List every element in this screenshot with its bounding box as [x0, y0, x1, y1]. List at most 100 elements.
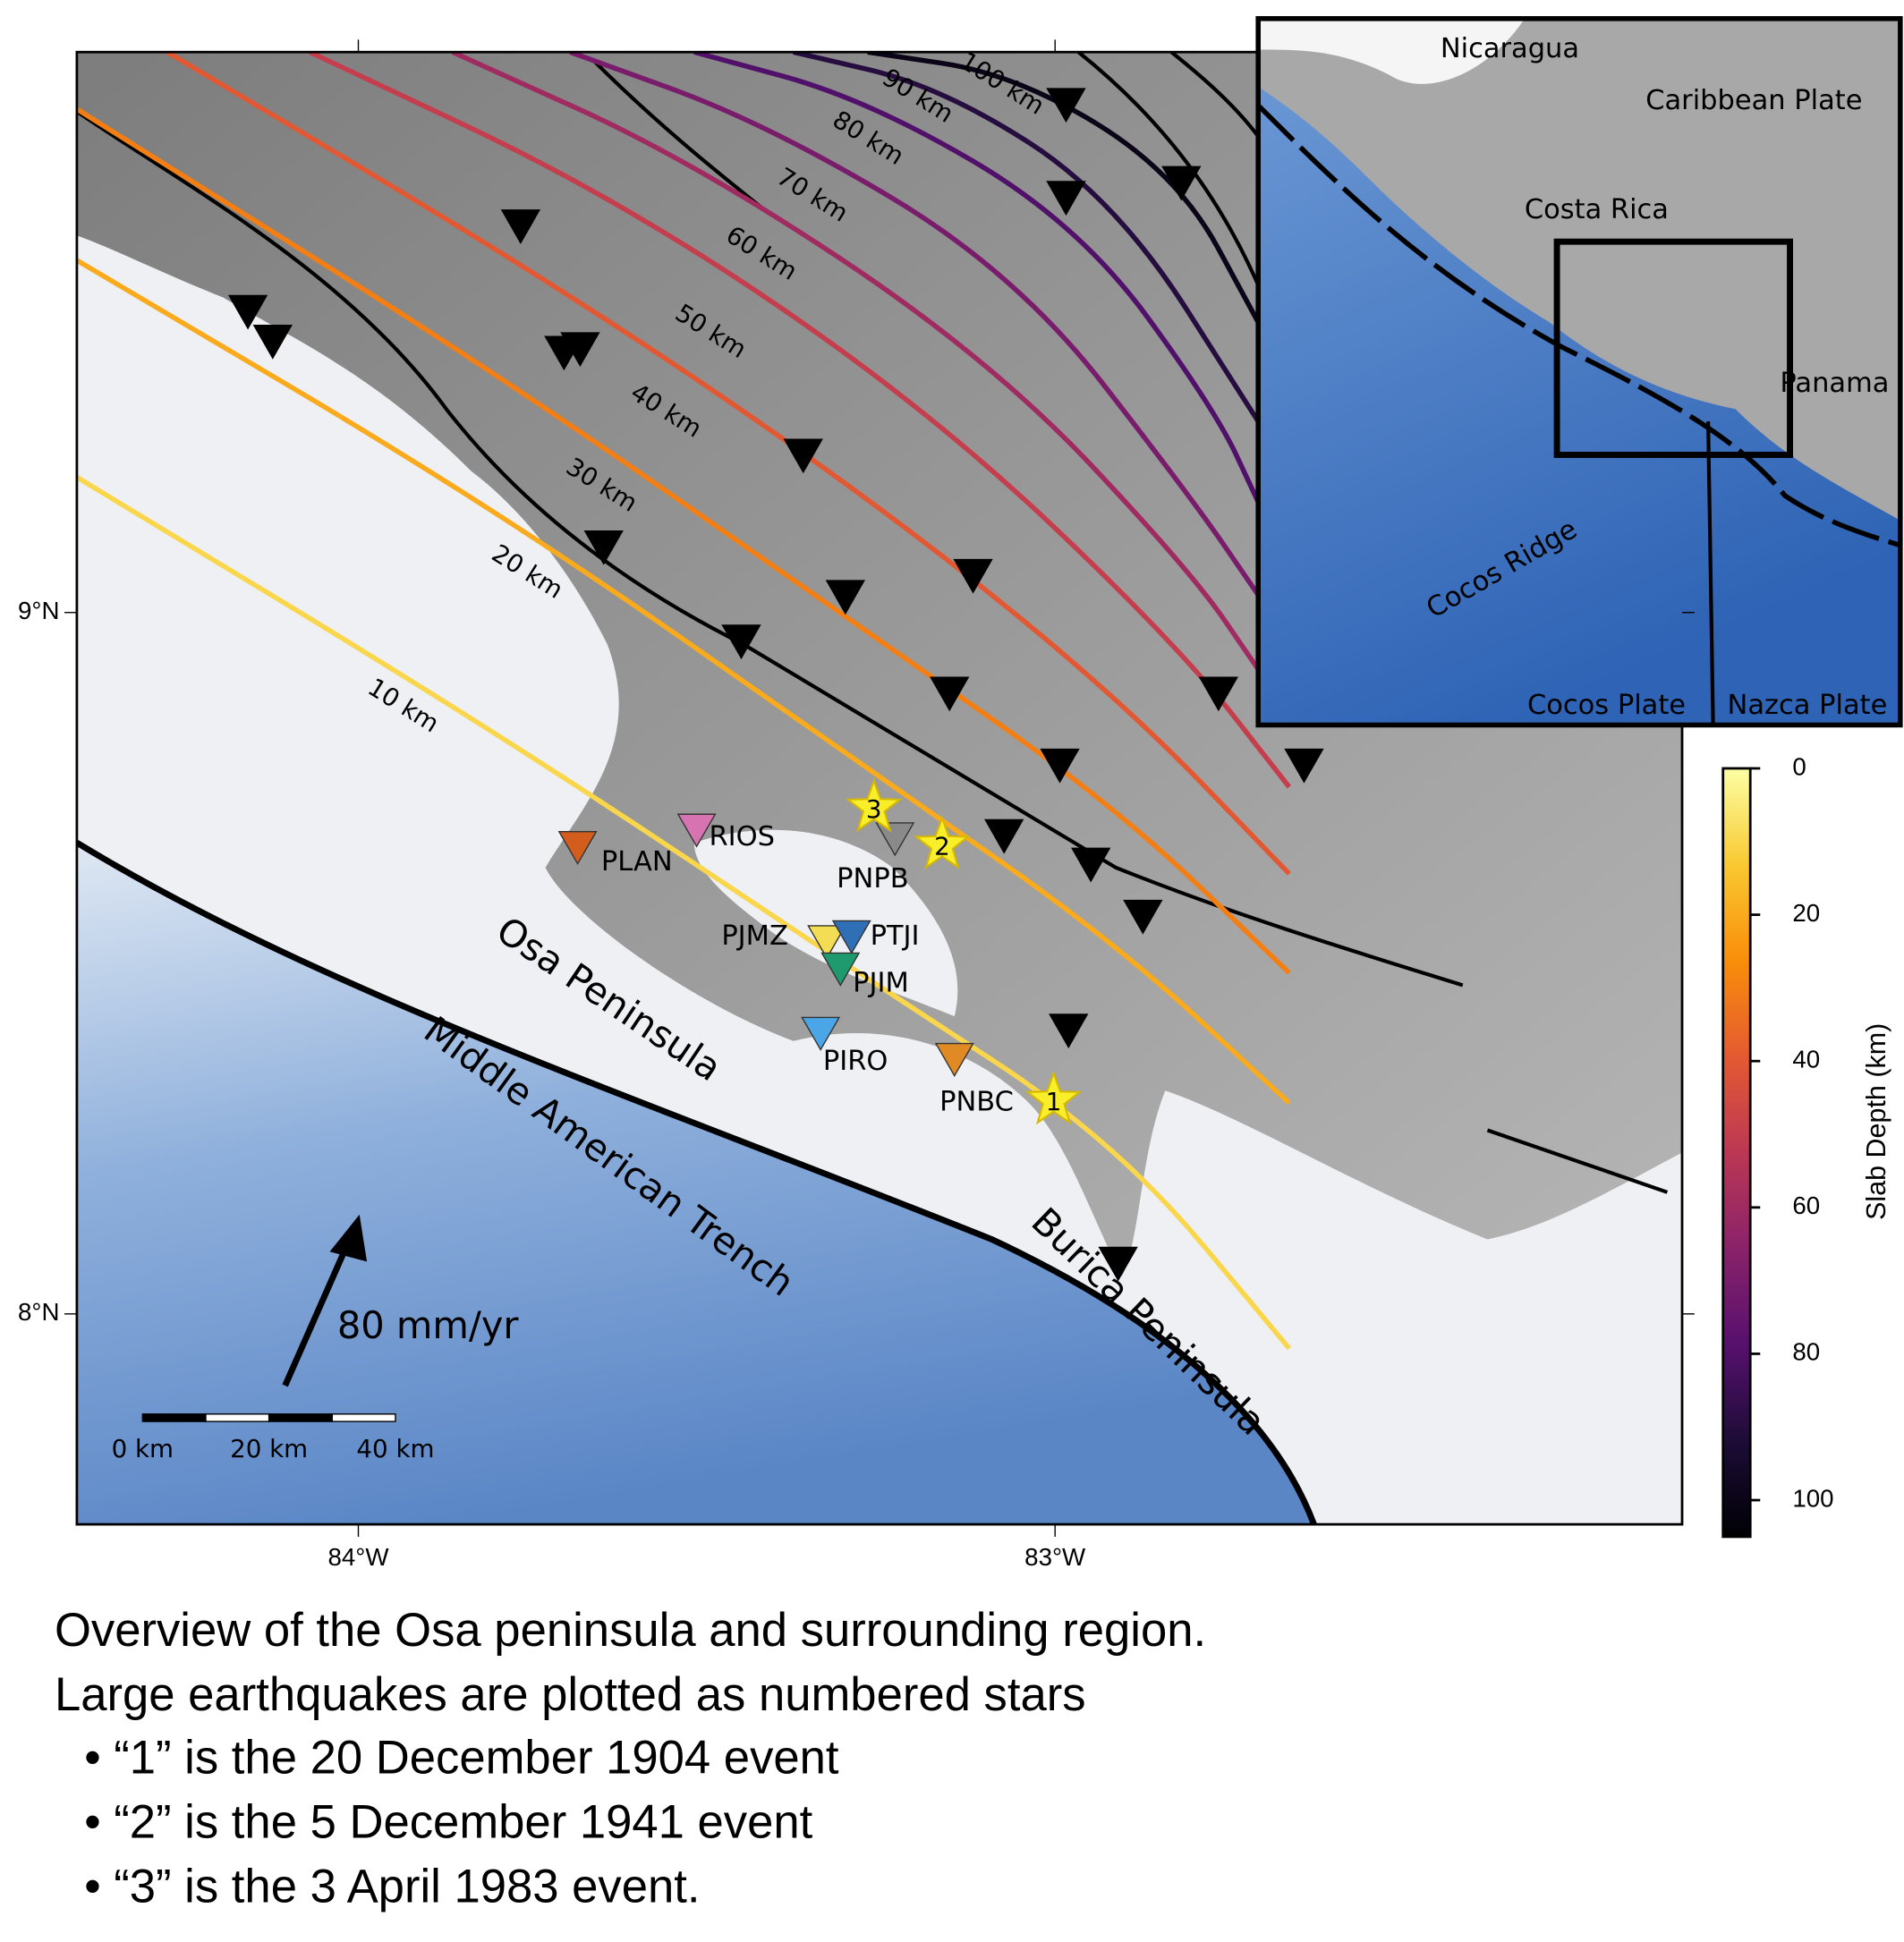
- station-marker: [1046, 181, 1086, 216]
- scale-bar-label: 40 km: [356, 1434, 434, 1463]
- station-label: PNBC: [939, 1087, 1014, 1118]
- scale-bar-label: 0 km: [112, 1434, 174, 1463]
- y-tick-label: 9°N: [18, 597, 59, 624]
- trench: [76, 840, 1317, 1525]
- station-marker: [1049, 1013, 1089, 1049]
- inset-coast: [1258, 18, 1526, 84]
- colorbar: [1721, 767, 1752, 1539]
- slab-contour: [569, 52, 1261, 597]
- colorbar-tick-label: 40: [1792, 1046, 1820, 1073]
- station-marker: [1071, 847, 1111, 883]
- station-marker: [500, 209, 541, 244]
- station-marker: [984, 818, 1024, 854]
- station-marker: [1040, 748, 1080, 784]
- slab-contour: [693, 52, 1261, 504]
- station-marker: [1098, 1246, 1138, 1282]
- earthquake-label: 3: [866, 794, 882, 824]
- station-marker: [934, 1042, 974, 1077]
- inset: [1255, 16, 1903, 728]
- slab-contour: [76, 258, 1291, 1106]
- inset-box: [1553, 238, 1794, 458]
- inset-trench: [1256, 103, 1901, 548]
- station-marker: [1161, 165, 1202, 201]
- station-label: RIOS: [709, 821, 774, 852]
- fault: [593, 60, 770, 215]
- slab-contour: [309, 52, 1292, 789]
- caption-line: Overview of the Osa peninsula and surrou…: [55, 1604, 1206, 1657]
- station-marker: [930, 676, 970, 712]
- station-marker: [227, 294, 268, 330]
- caption-line: Large earthquakes are plotted as numbere…: [55, 1668, 1086, 1721]
- golfo-dulce: [693, 829, 958, 1017]
- scale-bar-segment: [141, 1413, 207, 1422]
- caption-bullet: • “1” is the 20 December 1904 event: [84, 1732, 839, 1785]
- station-marker: [953, 558, 993, 594]
- station-marker: [676, 813, 717, 848]
- colorbar-label: Slab Depth (km): [1861, 1023, 1891, 1220]
- scale-bar-segment: [331, 1413, 396, 1422]
- inset-label: Cocos Plate: [1527, 690, 1686, 721]
- earthquake-star: [845, 777, 903, 833]
- slab-contour: [166, 52, 1291, 876]
- station-label: PNPB: [837, 863, 908, 895]
- scale-bar-segment: [268, 1413, 333, 1422]
- station-marker: [875, 822, 915, 857]
- colorbar-tick-label: 80: [1792, 1338, 1820, 1366]
- station-marker: [801, 1016, 841, 1051]
- plate-motion-arrow: [282, 1238, 353, 1387]
- fault: [1077, 52, 1261, 286]
- station-marker: [807, 925, 847, 960]
- map-frame: [75, 50, 1684, 1526]
- earthquake-star: [914, 815, 971, 870]
- colorbar-tick-label: 100: [1792, 1484, 1833, 1512]
- station-marker: [252, 325, 293, 360]
- colorbar-tick-label: 20: [1792, 899, 1820, 927]
- inset-label: Nazca Plate: [1728, 690, 1888, 721]
- stations-black: [227, 88, 1324, 1282]
- station-marker: [1046, 88, 1086, 123]
- slab-contour: [451, 52, 1261, 671]
- caption-bullet: • “2” is the 5 December 1941 event: [84, 1796, 812, 1849]
- station-marker: [831, 920, 871, 954]
- station-label: PIRO: [823, 1046, 888, 1077]
- station-marker: [560, 332, 600, 368]
- station-marker: [820, 952, 861, 987]
- station-marker: [1123, 899, 1163, 935]
- station-marker: [825, 580, 866, 615]
- fault: [1486, 1128, 1669, 1194]
- ocean: [76, 843, 1314, 1525]
- inset-frame: [1255, 16, 1903, 728]
- x-tick-label: 83°W: [1024, 1543, 1086, 1571]
- station-label: PJIM: [853, 968, 909, 999]
- inset-label: Panama: [1780, 368, 1889, 399]
- station-marker: [583, 530, 624, 565]
- caption-bullet: • “3” is the 3 April 1983 event.: [84, 1861, 700, 1913]
- y-tick-label: 8°N: [18, 1298, 59, 1326]
- scale-bar-segment: [205, 1413, 270, 1422]
- scale-bar-label: 20 km: [230, 1434, 308, 1463]
- earthquake-label: 1: [1046, 1087, 1062, 1116]
- earthquake-label: 2: [934, 832, 950, 861]
- slab-contour: [793, 52, 1261, 423]
- colorbar-tick-label: 0: [1792, 752, 1806, 780]
- inset-fracture: [1706, 421, 1715, 725]
- colorbar-tick-label: 60: [1792, 1191, 1820, 1219]
- inset-label: Caribbean Plate: [1645, 85, 1862, 116]
- station-marker: [557, 830, 598, 866]
- station-label: PJMZ: [721, 920, 788, 952]
- station-marker: [783, 438, 823, 474]
- station-marker: [1284, 748, 1324, 784]
- plate-motion-arrowhead: [329, 1214, 368, 1262]
- inset-label: Nicaragua: [1441, 33, 1579, 64]
- inset-land: [1258, 18, 1900, 521]
- station-label: PLAN: [601, 846, 673, 878]
- station-label: PTJI: [871, 920, 920, 952]
- inset-label: Costa Rica: [1525, 194, 1669, 225]
- x-tick-label: 84°W: [327, 1543, 389, 1571]
- velocity-label: 80 mm/yr: [337, 1303, 520, 1347]
- earthquake-star: [1024, 1070, 1083, 1125]
- station-marker: [1198, 676, 1239, 712]
- station-marker: [721, 624, 761, 660]
